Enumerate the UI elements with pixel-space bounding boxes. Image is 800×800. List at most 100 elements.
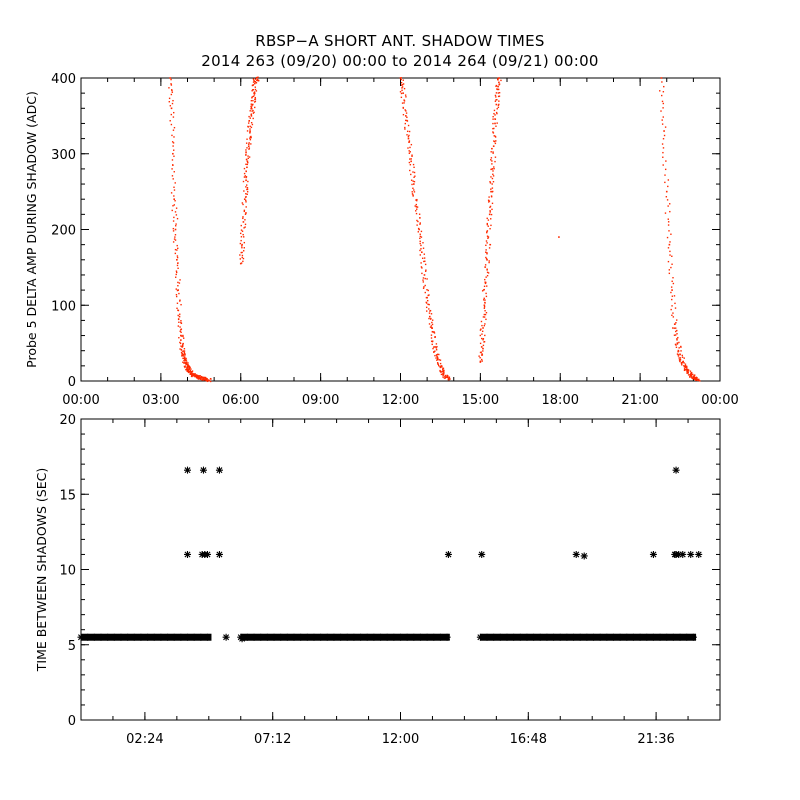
data-point xyxy=(407,124,410,127)
data-point xyxy=(425,269,427,271)
data-point xyxy=(195,374,197,377)
data-point xyxy=(493,140,495,142)
data-point xyxy=(409,146,411,149)
data-point xyxy=(484,299,486,301)
data-point xyxy=(416,198,418,201)
baseline-marker xyxy=(436,633,444,641)
data-point xyxy=(497,95,500,98)
data-point xyxy=(245,149,247,151)
data-point xyxy=(179,299,181,301)
data-point xyxy=(483,341,486,343)
data-point xyxy=(252,84,254,86)
data-point xyxy=(692,376,695,378)
data-point xyxy=(486,242,488,244)
data-point xyxy=(402,79,404,81)
baseline-marker xyxy=(623,633,631,641)
x-tick-label: 21:00 xyxy=(621,393,658,408)
data-point xyxy=(407,135,410,138)
data-point xyxy=(444,374,447,377)
data-point xyxy=(420,266,423,268)
data-point xyxy=(180,320,182,322)
data-point xyxy=(485,244,487,247)
data-point xyxy=(401,102,404,104)
data-point xyxy=(172,145,174,147)
data-point xyxy=(428,308,430,310)
data-point xyxy=(675,330,677,333)
data-point xyxy=(177,325,180,327)
data-point xyxy=(433,351,435,353)
baseline-marker xyxy=(643,633,651,641)
data-point xyxy=(681,354,683,357)
data-point xyxy=(662,156,664,158)
data-point xyxy=(239,254,241,256)
data-point xyxy=(206,378,208,380)
data-point xyxy=(671,314,673,316)
data-point xyxy=(413,166,415,169)
data-point xyxy=(241,256,243,259)
data-point xyxy=(241,245,243,247)
data-point xyxy=(242,217,244,220)
data-point xyxy=(671,295,674,297)
data-point xyxy=(686,366,688,368)
chart-subtitle: 2014 263 (09/20) 00:00 to 2014 264 (09/2… xyxy=(201,52,599,70)
data-point xyxy=(173,204,176,206)
data-point xyxy=(182,335,184,338)
data-point xyxy=(245,158,248,161)
data-point xyxy=(670,233,672,235)
data-point xyxy=(498,92,501,94)
data-point xyxy=(400,81,403,84)
data-point xyxy=(254,106,256,109)
data-point xyxy=(420,230,423,233)
data-point xyxy=(486,252,488,254)
data-point xyxy=(486,223,489,226)
baseline-marker xyxy=(483,633,491,641)
data-point xyxy=(662,91,665,93)
baseline-marker xyxy=(510,633,518,641)
data-point xyxy=(488,196,490,198)
data-point xyxy=(174,182,176,184)
data-point xyxy=(492,122,494,125)
data-point xyxy=(177,309,179,311)
baseline-marker xyxy=(84,633,92,641)
y-tick-label: 5 xyxy=(68,639,76,654)
data-point xyxy=(201,377,203,379)
x-tick-label: 06:00 xyxy=(222,393,259,408)
data-point xyxy=(447,375,449,377)
data-point xyxy=(170,107,173,110)
data-point xyxy=(206,380,209,383)
outlier-marker xyxy=(687,550,695,558)
data-point xyxy=(699,380,701,382)
baseline-marker xyxy=(170,633,178,641)
data-point xyxy=(245,206,247,208)
data-point xyxy=(483,306,486,308)
data-point xyxy=(498,100,500,102)
data-point xyxy=(422,287,425,289)
baseline-marker xyxy=(649,633,657,641)
data-point xyxy=(431,319,434,321)
data-point xyxy=(664,212,667,214)
data-point xyxy=(435,357,437,359)
data-point xyxy=(170,113,173,116)
data-point xyxy=(667,247,670,249)
data-point xyxy=(409,169,411,172)
data-point xyxy=(496,88,499,91)
data-point xyxy=(250,126,253,129)
data-point xyxy=(423,286,425,288)
data-point xyxy=(242,180,245,183)
data-point xyxy=(250,113,252,116)
data-point xyxy=(479,356,481,359)
data-point xyxy=(428,294,430,296)
data-point xyxy=(428,323,431,325)
baseline-marker xyxy=(350,633,358,641)
data-point xyxy=(667,260,670,263)
data-point xyxy=(667,218,669,220)
data-point xyxy=(180,335,183,337)
data-point xyxy=(177,285,179,287)
data-point xyxy=(178,292,180,295)
data-point xyxy=(671,280,673,282)
data-point xyxy=(444,377,446,379)
data-point xyxy=(664,174,666,176)
data-point xyxy=(254,96,256,99)
data-point xyxy=(494,118,496,120)
baseline-marker xyxy=(97,633,105,641)
